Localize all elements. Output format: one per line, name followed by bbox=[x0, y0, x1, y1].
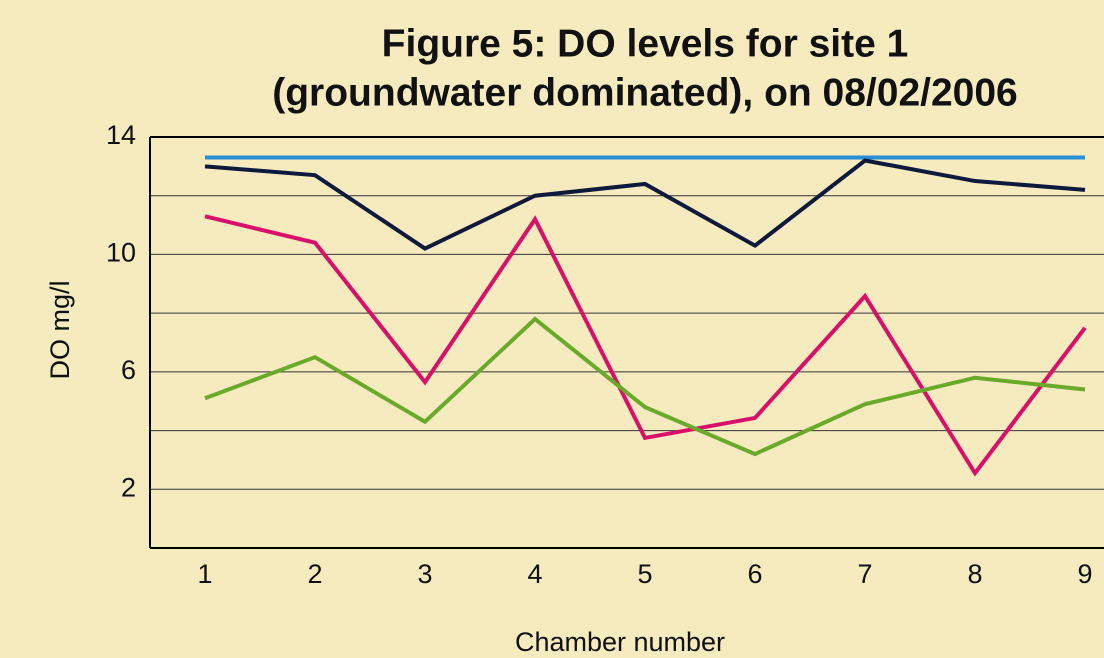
x-tick-label: 6 bbox=[747, 559, 762, 589]
chart-title: Figure 5: DO levels for site 1 bbox=[382, 22, 909, 65]
series-line bbox=[204, 214, 1087, 477]
x-tick-label: 2 bbox=[307, 559, 322, 589]
y-axis-label: DO mg/l bbox=[45, 280, 75, 379]
y-tick-label: 6 bbox=[121, 355, 136, 385]
chart-title: (groundwater dominated), on 08/02/2006 bbox=[272, 71, 1018, 114]
y-tick-label: 14 bbox=[106, 120, 136, 150]
y-tick-label: 10 bbox=[106, 238, 136, 268]
x-tick-label: 8 bbox=[967, 559, 982, 589]
x-tick-label: 3 bbox=[417, 559, 432, 589]
y-tick-label: 2 bbox=[121, 472, 136, 502]
x-tick-label: 9 bbox=[1077, 559, 1092, 589]
x-tick-label: 1 bbox=[197, 559, 212, 589]
x-tick-label: 7 bbox=[857, 559, 872, 589]
x-tick-label: 4 bbox=[527, 559, 542, 589]
x-tick-label: 5 bbox=[637, 559, 652, 589]
series-line bbox=[204, 158, 1086, 251]
x-axis-label: Chamber number bbox=[515, 627, 725, 657]
series-line bbox=[204, 316, 1086, 457]
